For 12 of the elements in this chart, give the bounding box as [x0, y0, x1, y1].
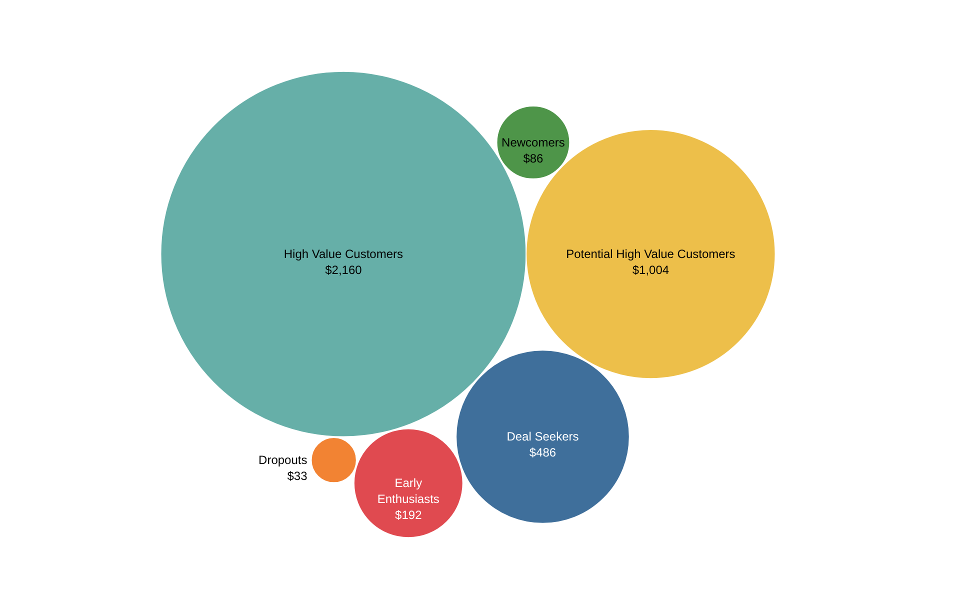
- data-label: $2,160: [325, 263, 362, 278]
- data-label: $86: [523, 151, 544, 166]
- category-label: Potential High Value Customers: [566, 247, 736, 262]
- category-label: Deal Seekers: [506, 430, 579, 444]
- data-label: $486: [529, 446, 556, 460]
- data-label: $1,004: [632, 263, 670, 278]
- category-label: Dropouts: [258, 453, 308, 468]
- category-label: Newcomers: [502, 135, 565, 150]
- data-label: $192: [395, 508, 422, 522]
- category-label: Early Enthusiasts: [377, 476, 440, 506]
- category-label: High Value Customers: [284, 247, 404, 262]
- data-label: $33: [287, 469, 308, 484]
